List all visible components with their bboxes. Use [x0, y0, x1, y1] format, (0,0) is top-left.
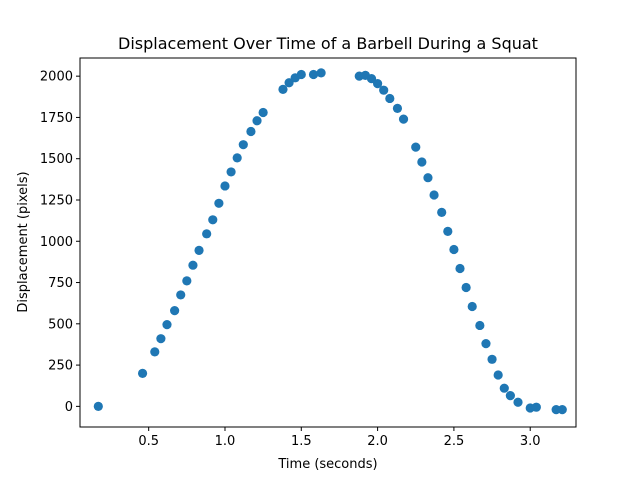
y-axis-label: Displacement (pixels) [16, 171, 31, 312]
data-point [366, 74, 377, 84]
data-point [437, 207, 447, 217]
x-tick-label: 2.0 [367, 434, 388, 449]
data-point [505, 391, 515, 401]
data-point [316, 68, 326, 78]
data-point [226, 167, 236, 177]
data-point [487, 354, 497, 364]
data-point [156, 334, 166, 344]
data-point [214, 198, 224, 208]
data-point [417, 157, 427, 167]
y-tick-label: 1000 [40, 235, 73, 250]
y-tick-label: 250 [48, 359, 73, 374]
data-point [232, 153, 242, 163]
data-point [373, 78, 383, 89]
data-point [461, 282, 471, 293]
data-point [411, 142, 421, 152]
y-tick-label: 2000 [40, 70, 73, 85]
data-point [429, 190, 439, 200]
x-tick-label: 0.5 [138, 434, 159, 449]
data-point [423, 173, 433, 183]
data-point [557, 405, 567, 415]
y-tick-label: 0 [65, 400, 73, 415]
data-point [443, 226, 453, 236]
axes-frame [79, 57, 577, 428]
data-point [278, 84, 288, 94]
y-tick-label: 1250 [40, 193, 73, 208]
data-point [137, 368, 148, 378]
y-tick-label: 1750 [40, 111, 73, 126]
data-point [182, 276, 192, 286]
y-tick-label: 750 [48, 276, 73, 291]
data-point [398, 114, 409, 124]
data-point [258, 107, 268, 118]
y-axis-ticks: 0 250 500 750 1000 1250 1500 1750 2000 [40, 70, 80, 415]
data-point [162, 320, 172, 330]
data-point [220, 181, 230, 191]
data-point [246, 126, 256, 137]
y-tick-label: 500 [48, 317, 73, 332]
data-point [202, 229, 212, 239]
y-tick-label: 1500 [40, 152, 73, 167]
x-axis-ticks: 0.5 1.0 1.5 2.0 2.5 3.0 [138, 427, 541, 449]
data-point [296, 69, 306, 80]
data-point [455, 263, 465, 274]
data-point [194, 245, 204, 255]
data-point [252, 116, 262, 126]
data-point [392, 103, 403, 113]
data-point [176, 290, 186, 300]
x-tick-label: 3.0 [520, 434, 541, 449]
chart-title: Displacement Over Time of a Barbell Duri… [118, 34, 538, 53]
data-point [170, 306, 180, 316]
data-point [308, 69, 319, 80]
data-point [93, 401, 103, 411]
data-point [385, 93, 395, 104]
data-point [150, 347, 160, 357]
plot-area [93, 68, 567, 415]
x-tick-label: 1.5 [291, 434, 312, 449]
data-point [467, 301, 477, 312]
data-point [449, 244, 459, 255]
data-point [475, 320, 485, 331]
data-point [481, 339, 491, 349]
data-point [531, 402, 541, 412]
data-point [238, 140, 248, 150]
data-point [284, 78, 294, 88]
data-point [499, 383, 509, 393]
x-axis-label: Time (seconds) [277, 457, 377, 472]
data-point [379, 85, 389, 95]
data-point [188, 260, 198, 270]
data-point [493, 370, 503, 380]
x-tick-label: 2.5 [444, 434, 465, 449]
data-point [208, 215, 218, 225]
x-tick-label: 1.0 [215, 434, 236, 449]
data-point [513, 397, 523, 407]
